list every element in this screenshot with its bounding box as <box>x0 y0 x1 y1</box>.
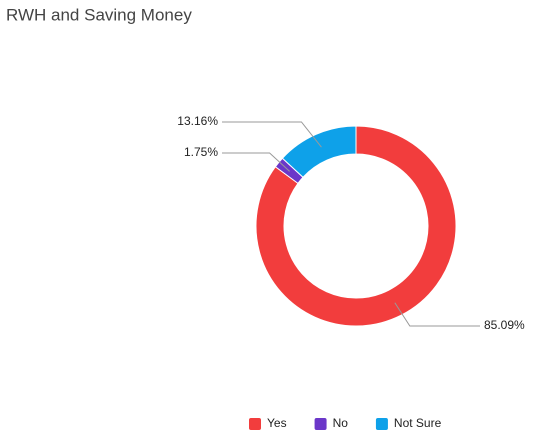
leader-line <box>394 302 480 327</box>
legend-swatch <box>314 418 327 430</box>
legend-label: Yes <box>267 416 287 430</box>
legend-label: Not Sure <box>394 416 442 430</box>
data-label: 13.16% <box>177 114 218 128</box>
chart-title: RWH and Saving Money <box>6 5 192 24</box>
donut-slice <box>281 125 357 178</box>
donut-slice <box>255 125 457 327</box>
legend-swatch <box>249 418 261 430</box>
data-label: 85.09% <box>484 318 525 332</box>
legend-swatch <box>375 418 388 430</box>
leader-line <box>222 121 322 148</box>
data-label: 1.75% <box>184 145 218 159</box>
legend-label: No <box>333 416 349 430</box>
leader-line <box>222 152 290 172</box>
